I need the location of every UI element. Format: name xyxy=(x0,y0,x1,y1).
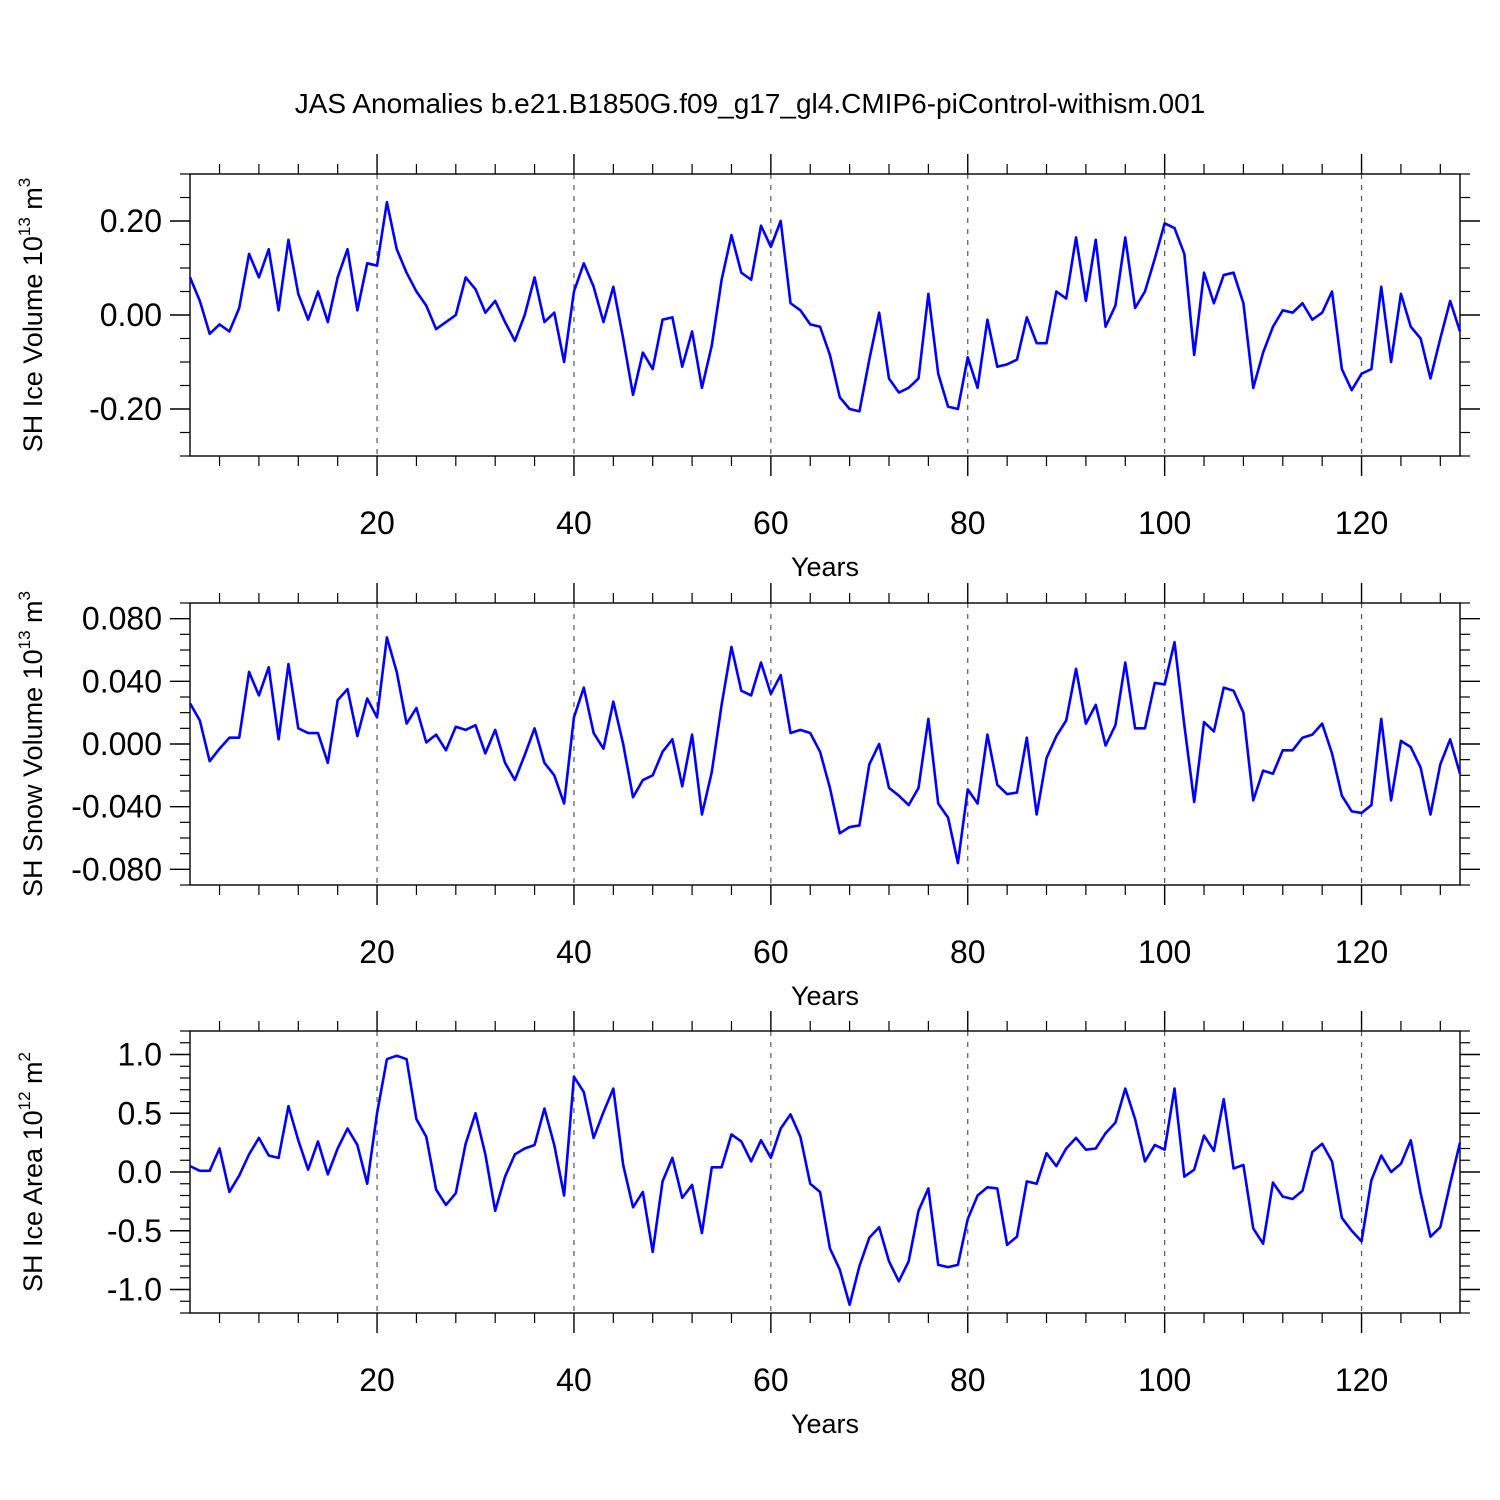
x-tick-label: 80 xyxy=(950,1362,986,1398)
x-tick-label: 120 xyxy=(1335,505,1388,541)
x-tick-label: 100 xyxy=(1138,934,1191,970)
y-axis-title: SH Snow Volume 1013 m3 xyxy=(15,591,48,897)
x-tick-label: 120 xyxy=(1335,1362,1388,1398)
y-tick-label: 0.080 xyxy=(82,601,162,637)
y-tick-label: 0.5 xyxy=(118,1095,162,1131)
y-tick-label: 1.0 xyxy=(118,1037,162,1073)
y-tick-label: 0.000 xyxy=(82,726,162,762)
plot-frame xyxy=(189,602,1461,886)
figure-title: JAS Anomalies b.e21.B1850G.f09_g17_gl4.C… xyxy=(295,88,1206,119)
y-tick-label: 0.040 xyxy=(82,663,162,699)
x-tick-label: 40 xyxy=(556,1362,592,1398)
x-tick-label: 60 xyxy=(753,934,789,970)
x-tick-label: 20 xyxy=(359,505,395,541)
panels: 20 40 60 80 100 120 -0.20 0.00 0.20 Years SH Ice V… xyxy=(15,154,1480,1439)
series-line-ice-volume xyxy=(188,200,1462,413)
y-tick-label: -0.040 xyxy=(71,789,162,825)
x-tick-label: 60 xyxy=(753,505,789,541)
series-line-ice-area xyxy=(189,1054,1462,1307)
x-tick-label: 80 xyxy=(950,934,986,970)
x-tick-label: 20 xyxy=(359,934,395,970)
y-axis-title: SH Ice Area 1012 m2 xyxy=(15,1052,48,1292)
y-tick-label: 0.20 xyxy=(100,203,162,239)
x-tick-label: 120 xyxy=(1335,934,1388,970)
plot-frame xyxy=(189,173,1461,457)
panel-ice-area: 20 40 60 80 100 120 -1.0 -0.5 0.0 0.5 1.0 Years SH I… xyxy=(15,1011,1480,1439)
x-axis-title: Years xyxy=(791,552,859,582)
x-tick-label: 40 xyxy=(556,505,592,541)
x-tick-label: 20 xyxy=(359,1362,395,1398)
plot-frame xyxy=(189,1030,1461,1314)
y-tick-label: -0.20 xyxy=(89,391,162,427)
x-tick-label: 40 xyxy=(556,934,592,970)
y-tick-label: -0.5 xyxy=(107,1213,162,1249)
x-tick-label: 80 xyxy=(950,505,986,541)
series-line-snow-volume xyxy=(188,636,1462,865)
y-tick-label: 0.0 xyxy=(118,1154,162,1190)
x-tick-label: 60 xyxy=(753,1362,789,1398)
x-tick-label: 100 xyxy=(1138,505,1191,541)
panel-ice-volume: 20 40 60 80 100 120 -0.20 0.00 0.20 Years SH Ice V… xyxy=(15,154,1480,582)
x-tick-label: 100 xyxy=(1138,1362,1191,1398)
y-axis-title: SH Ice Volume 1013 m3 xyxy=(15,178,48,453)
y-tick-label: -0.080 xyxy=(71,851,162,887)
x-axis-title: Years xyxy=(791,981,859,1011)
x-axis-title: Years xyxy=(791,1409,859,1439)
y-tick-label: 0.00 xyxy=(100,297,162,333)
panel-snow-volume: 20 40 60 80 100 120 -0.080 -0.040 0.000 0.040 0.08… xyxy=(15,583,1480,1011)
y-tick-label: -1.0 xyxy=(107,1272,162,1308)
